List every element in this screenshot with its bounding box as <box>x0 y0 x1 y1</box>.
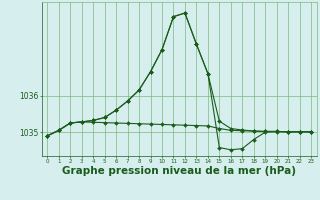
X-axis label: Graphe pression niveau de la mer (hPa): Graphe pression niveau de la mer (hPa) <box>62 166 296 176</box>
